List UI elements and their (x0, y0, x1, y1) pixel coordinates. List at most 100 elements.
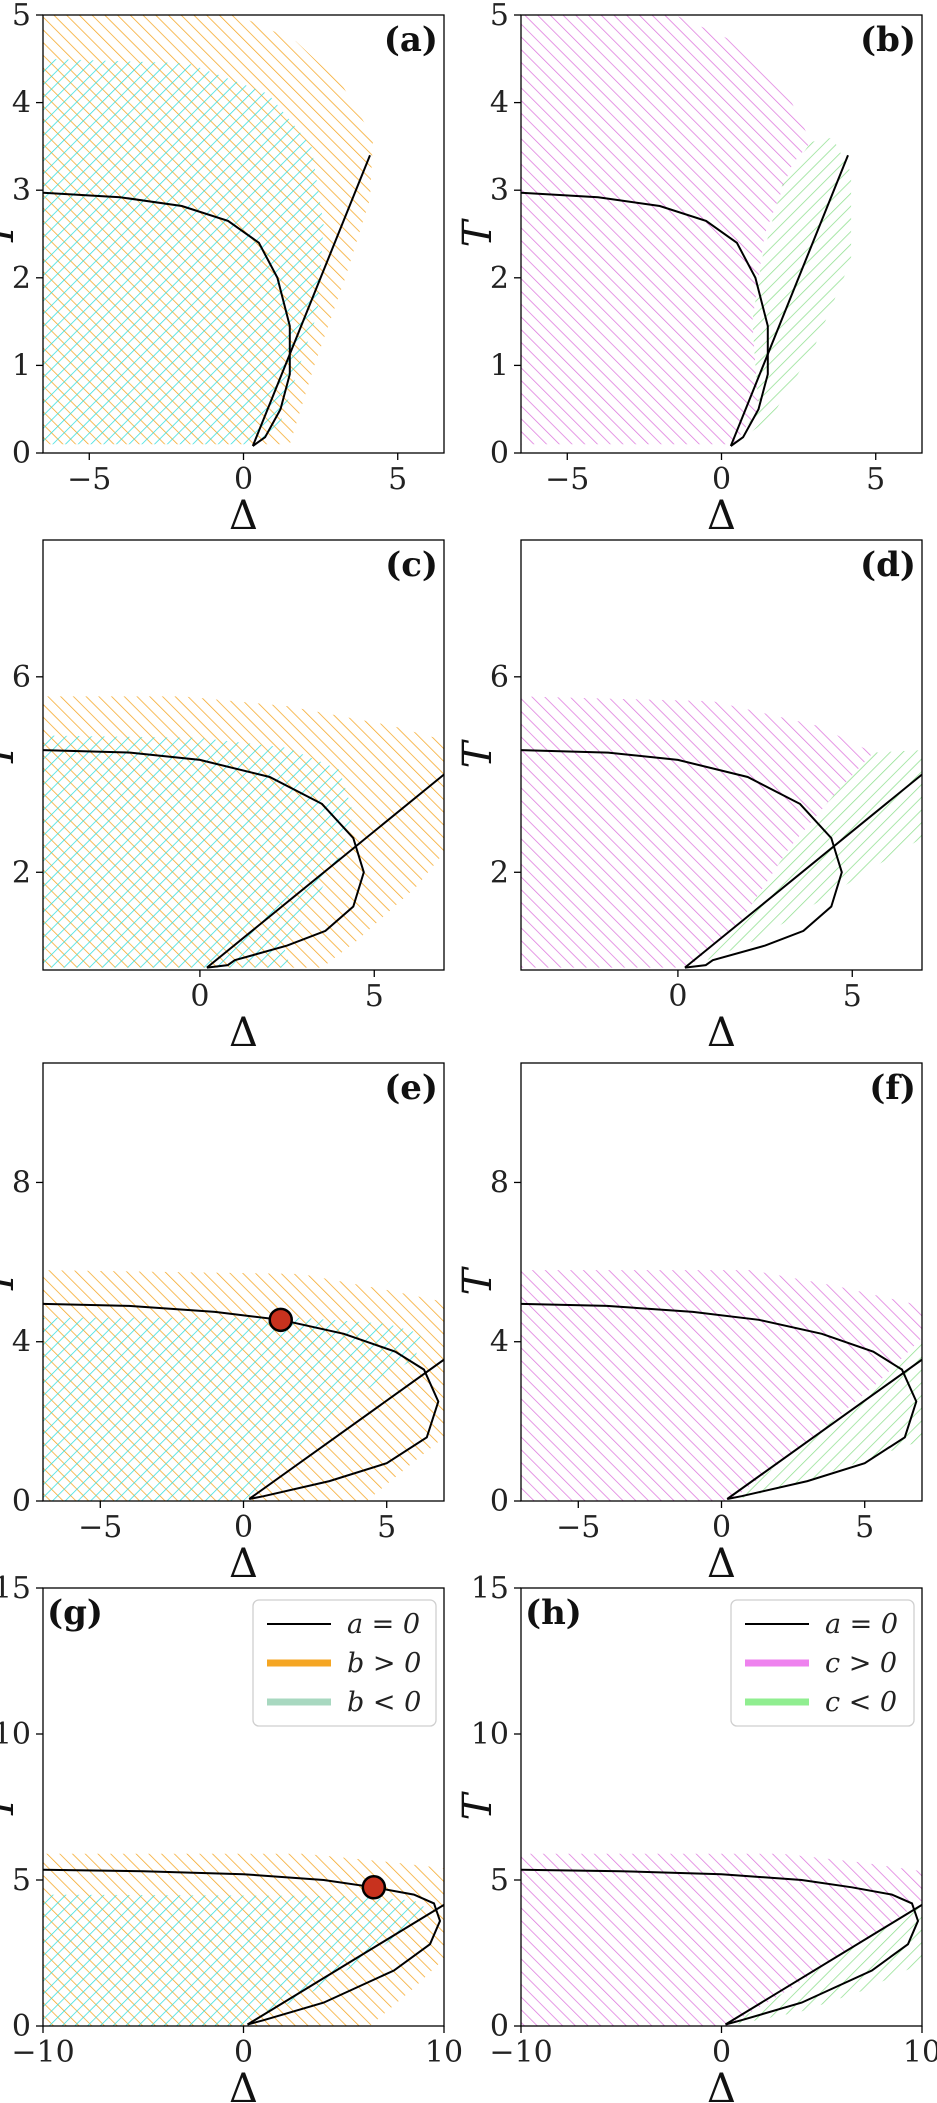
y-tick-label: 2 (490, 261, 509, 296)
x-tick-label: 0 (712, 2035, 731, 2070)
region-negative (43, 1894, 428, 2026)
y-tick-label: 1 (490, 348, 509, 383)
y-tick-label: 8 (12, 1165, 31, 1200)
panel-label: (d) (860, 545, 916, 585)
y-axis-label: T (0, 217, 23, 247)
x-tick-label: 0 (234, 462, 253, 497)
x-axis-label: Δ (229, 1010, 258, 1056)
y-axis-label: T (455, 738, 501, 768)
a-zero-straight-curve (724, 1903, 922, 2026)
x-axis-label: Δ (707, 1541, 736, 1587)
x-axis-label: Δ (229, 2066, 258, 2103)
x-tick-label: 10 (903, 2035, 937, 2070)
a-zero-straight-curve (248, 1358, 444, 1500)
region-positive (521, 15, 811, 445)
y-tick-label: 0 (12, 436, 31, 471)
panel-label: (c) (385, 545, 438, 585)
panel-f-plot-area (521, 1270, 922, 1501)
region-negative (43, 1317, 422, 1501)
a-zero-bent-curve (521, 191, 769, 447)
y-tick-label: 5 (490, 1863, 509, 1898)
y-axis-label: T (0, 738, 23, 768)
a-zero-straight-curve (206, 773, 444, 969)
y-axis-label: T (0, 1790, 23, 1820)
panel-e: −5 0 5 0 4 8 Δ T (e) (0, 1062, 445, 1587)
x-tick-label: −5 (67, 462, 111, 497)
legend-box (730, 1599, 915, 1727)
legend-box (252, 1599, 437, 1727)
y-tick-label: 6 (490, 660, 509, 695)
x-tick-label: 10 (425, 2035, 463, 2070)
a-zero-bent-curve (43, 749, 365, 969)
region-positive (521, 1270, 922, 1501)
x-tick-label: 0 (668, 979, 687, 1014)
region-negative (43, 735, 354, 968)
panel-b: −5 0 5 0 1 2 3 4 5 Δ T (b) (455, 0, 923, 539)
x-tick-label: 5 (365, 979, 384, 1014)
legend-label: c > 0 (825, 1648, 897, 1679)
panel-d-plot-area (521, 696, 922, 969)
y-tick-label: 3 (490, 173, 509, 208)
x-tick-label: −10 (11, 2035, 74, 2070)
panel-label: (h) (525, 1593, 582, 1633)
x-tick-label: 0 (712, 462, 731, 497)
x-tick-label: 0 (234, 1510, 253, 1545)
x-axis-label: Δ (229, 1541, 258, 1587)
legend: a = 0 b > 0 b < 0 (252, 1599, 437, 1727)
critical-point-marker (361, 1875, 387, 1900)
y-tick-label: 4 (490, 1325, 509, 1360)
panel-c-frame (42, 539, 445, 971)
y-axis-label: T (455, 217, 501, 247)
panel-label: (b) (860, 20, 916, 60)
panel-label: (f) (869, 1068, 916, 1108)
y-tick-label: 3 (12, 173, 31, 208)
panel-label: (e) (384, 1068, 438, 1108)
region-positive (521, 1853, 922, 2026)
x-tick-label: −5 (78, 1510, 122, 1545)
y-tick-label: 5 (490, 0, 509, 33)
x-tick-label: −10 (489, 2035, 552, 2070)
x-tick-label: 0 (234, 2035, 253, 2070)
x-axis-label: Δ (707, 493, 736, 539)
x-axis-label: Δ (707, 2066, 736, 2103)
panel-a-plot-area (43, 15, 374, 447)
legend-label: a = 0 (825, 1609, 898, 1640)
panel-a: −5 0 5 0 1 2 3 4 5 Δ T (a) (0, 0, 445, 539)
panel-d: 0 5 2 6 Δ T (d) (455, 539, 923, 1056)
y-tick-label: 10 (471, 1717, 509, 1752)
y-tick-label: 0 (490, 436, 509, 471)
a-zero-bent-curve (43, 1302, 440, 1500)
legend-label: a = 0 (347, 1609, 420, 1640)
y-axis-label: T (0, 1265, 23, 1295)
y-tick-label: 4 (12, 86, 31, 121)
panel-e-plot-area (43, 1270, 444, 1501)
x-tick-label: 5 (866, 462, 885, 497)
panel-g-plot-area (43, 1853, 444, 2026)
panel-c-plot-area (43, 696, 444, 969)
region-negative (43, 58, 324, 445)
region-positive (521, 696, 874, 968)
panel-f: −5 0 5 0 4 8 Δ T (f) (455, 1062, 923, 1587)
panel-h-plot-area (521, 1853, 922, 2026)
y-tick-label: 5 (12, 0, 31, 33)
y-tick-label: 2 (12, 261, 31, 296)
a-zero-bent-curve (521, 749, 843, 969)
x-tick-label: 0 (190, 979, 209, 1014)
x-tick-label: −5 (556, 1510, 600, 1545)
panel-c: 0 5 2 6 Δ T (c) (0, 539, 445, 1056)
y-tick-label: 0 (12, 1484, 31, 1519)
a-zero-straight-curve (251, 154, 371, 447)
a-zero-straight-curve (726, 1358, 922, 1500)
x-axis-label: Δ (707, 1010, 736, 1056)
y-tick-label: 4 (490, 86, 509, 121)
legend-label: c < 0 (825, 1687, 897, 1718)
a-zero-bent-curve (521, 1302, 918, 1500)
x-tick-label: 0 (712, 1510, 731, 1545)
y-tick-label: 6 (12, 660, 31, 695)
x-tick-label: 5 (388, 462, 407, 497)
x-tick-label: −5 (545, 462, 589, 497)
y-axis-label: T (455, 1790, 501, 1820)
